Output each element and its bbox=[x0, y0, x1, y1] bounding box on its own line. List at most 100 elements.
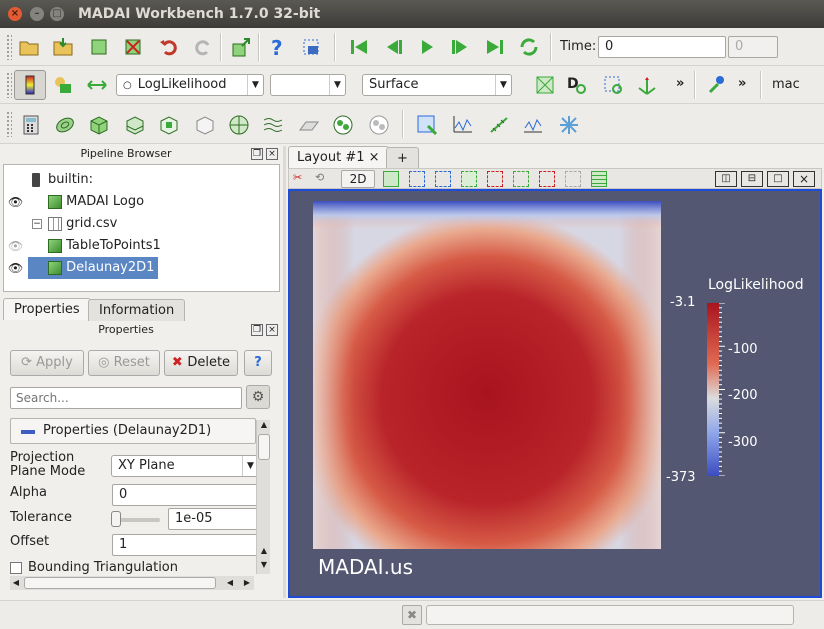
contour-icon[interactable] bbox=[52, 112, 78, 138]
close-panel-icon[interactable]: × bbox=[266, 324, 278, 336]
play-icon[interactable] bbox=[414, 34, 440, 60]
split-horizontal-icon[interactable]: ◫ bbox=[715, 171, 737, 187]
eye-visible-icon[interactable]: 👁 bbox=[8, 195, 24, 209]
close-window-button[interactable]: × bbox=[8, 7, 22, 21]
rotate-center-icon[interactable]: ✂ bbox=[293, 171, 303, 184]
undock-icon[interactable]: ❐ bbox=[251, 324, 263, 336]
pick-point-icon[interactable] bbox=[704, 72, 730, 98]
more-tools-1[interactable]: » bbox=[676, 76, 685, 91]
select-surface-cells-icon[interactable] bbox=[409, 171, 425, 187]
undock-icon[interactable]: ❐ bbox=[251, 148, 263, 160]
select-polygon-icon[interactable] bbox=[513, 171, 529, 187]
add-layout-tab[interactable]: + bbox=[386, 147, 419, 169]
tolerance-input[interactable]: 1e-05 bbox=[168, 508, 258, 530]
select-frustum-cells-icon[interactable] bbox=[461, 171, 477, 187]
histogram-icon[interactable] bbox=[520, 112, 546, 138]
glyph-icon[interactable] bbox=[226, 112, 252, 138]
zoom-to-box-icon[interactable] bbox=[600, 72, 626, 98]
properties-hscrollbar[interactable]: ◀ ◀ bbox=[10, 576, 240, 590]
extract-subset-icon[interactable] bbox=[192, 112, 218, 138]
hscroll-thumb[interactable] bbox=[24, 577, 216, 589]
tolerance-slider-handle[interactable] bbox=[111, 511, 121, 527]
eye-hidden-icon[interactable]: 👁 bbox=[8, 239, 24, 253]
projection-plane-mode-select[interactable]: XY Plane ▼ bbox=[111, 455, 259, 477]
previous-frame-icon[interactable] bbox=[380, 34, 406, 60]
help-icon[interactable]: ? bbox=[264, 34, 290, 60]
delete-button[interactable]: ✖ Delete bbox=[164, 350, 238, 376]
probe-icon[interactable] bbox=[486, 112, 512, 138]
more-tools-2[interactable]: » bbox=[738, 76, 747, 91]
last-frame-icon[interactable] bbox=[482, 34, 508, 60]
plot-over-line-icon[interactable] bbox=[450, 112, 476, 138]
pick-center-icon[interactable] bbox=[298, 34, 324, 60]
2d-mode-button[interactable]: 2D bbox=[341, 170, 375, 188]
zoom-to-data-icon[interactable]: D bbox=[564, 72, 590, 98]
axes-icon[interactable] bbox=[634, 72, 660, 98]
warp-icon[interactable] bbox=[296, 112, 322, 138]
eye-visible-icon[interactable]: 👁 bbox=[8, 261, 24, 275]
slice-icon[interactable] bbox=[122, 112, 148, 138]
scroll-up-icon[interactable]: ▲ bbox=[260, 420, 268, 429]
group-datasets-icon[interactable] bbox=[330, 112, 356, 138]
interactive-select-icon[interactable] bbox=[565, 171, 581, 187]
tree-item-madai-logo[interactable]: MADAI Logo bbox=[48, 191, 144, 213]
server-label[interactable]: mac bbox=[772, 77, 800, 92]
alpha-input[interactable]: 0 bbox=[112, 484, 258, 506]
panel-splitter[interactable] bbox=[283, 146, 286, 598]
reset-camera-icon[interactable] bbox=[532, 72, 558, 98]
select-surface-points-icon[interactable] bbox=[435, 171, 451, 187]
toolbar-grip[interactable] bbox=[6, 111, 12, 137]
clear-selection-icon[interactable] bbox=[591, 171, 607, 187]
properties-search-input[interactable] bbox=[10, 387, 242, 409]
threshold-icon[interactable] bbox=[156, 112, 182, 138]
rescale-range-icon[interactable] bbox=[84, 72, 110, 98]
select-points-icon[interactable] bbox=[414, 112, 440, 138]
disconnect-icon[interactable] bbox=[120, 34, 146, 60]
tolerance-slider[interactable] bbox=[112, 518, 160, 522]
collapse-icon[interactable]: − bbox=[32, 219, 42, 229]
toolbar-grip[interactable] bbox=[6, 72, 12, 98]
properties-section-header[interactable]: Properties (Delaunay2D1) bbox=[10, 418, 256, 444]
camera-undo-icon[interactable]: ⟲ bbox=[315, 171, 325, 184]
camera-reset-icon[interactable] bbox=[383, 171, 399, 187]
split-vertical-icon[interactable]: ⊟ bbox=[741, 171, 763, 187]
close-tab-icon[interactable]: × bbox=[368, 150, 380, 165]
undo-icon[interactable] bbox=[156, 34, 182, 60]
scroll-right-icon[interactable]: ▶ bbox=[240, 576, 254, 590]
color-by-select[interactable]: ○ LogLikelihood ▼ bbox=[116, 74, 264, 96]
select-frustum-points-icon[interactable] bbox=[487, 171, 503, 187]
tab-layout-1[interactable]: Layout #1 × bbox=[288, 146, 389, 168]
scroll-up-icon[interactable]: ▲ bbox=[260, 546, 268, 555]
star-glyph-icon[interactable] bbox=[556, 112, 582, 138]
stream-tracer-icon[interactable] bbox=[260, 112, 286, 138]
bounding-triangulation-checkbox[interactable] bbox=[10, 562, 22, 574]
reset-button[interactable]: ◎ Reset bbox=[88, 350, 160, 376]
minimize-window-button[interactable]: – bbox=[30, 7, 44, 21]
tab-properties[interactable]: Properties bbox=[3, 298, 91, 320]
tree-item-builtin[interactable]: builtin: bbox=[32, 169, 93, 191]
tree-item-grid-csv[interactable]: grid.csv bbox=[48, 213, 117, 235]
scroll-left-icon[interactable]: ◀ bbox=[12, 578, 20, 587]
render-view[interactable]: LogLikelihood -3.1 -100 -200 -300 -373 M… bbox=[288, 189, 822, 598]
close-view-icon[interactable]: × bbox=[793, 171, 815, 187]
timestep-spinbox[interactable]: 0 bbox=[728, 36, 778, 58]
next-frame-icon[interactable] bbox=[448, 34, 474, 60]
open-icon[interactable] bbox=[16, 34, 42, 60]
save-state-icon[interactable] bbox=[86, 34, 112, 60]
time-input[interactable]: 0 bbox=[598, 36, 726, 58]
offset-input[interactable]: 1 bbox=[112, 534, 258, 556]
representation-select[interactable]: Surface ▼ bbox=[362, 74, 512, 96]
macro-icon[interactable] bbox=[228, 34, 254, 60]
scroll-left-icon[interactable]: ◀ bbox=[226, 578, 234, 587]
component-select[interactable]: ▼ bbox=[270, 74, 346, 96]
edit-color-map-icon[interactable] bbox=[50, 72, 76, 98]
apply-button[interactable]: ⟳ Apply bbox=[10, 350, 84, 376]
tree-item-delaunay2d1-selected[interactable]: Delaunay2D1 bbox=[28, 257, 159, 279]
help-button[interactable]: ? bbox=[244, 350, 272, 376]
scroll-thumb[interactable] bbox=[258, 434, 270, 460]
tab-information[interactable]: Information bbox=[88, 299, 186, 321]
calculator-icon[interactable] bbox=[18, 112, 44, 138]
select-blocks-icon[interactable] bbox=[539, 171, 555, 187]
tree-item-tabletopoints1[interactable]: TableToPoints1 bbox=[48, 235, 161, 257]
redo-icon[interactable] bbox=[190, 34, 216, 60]
